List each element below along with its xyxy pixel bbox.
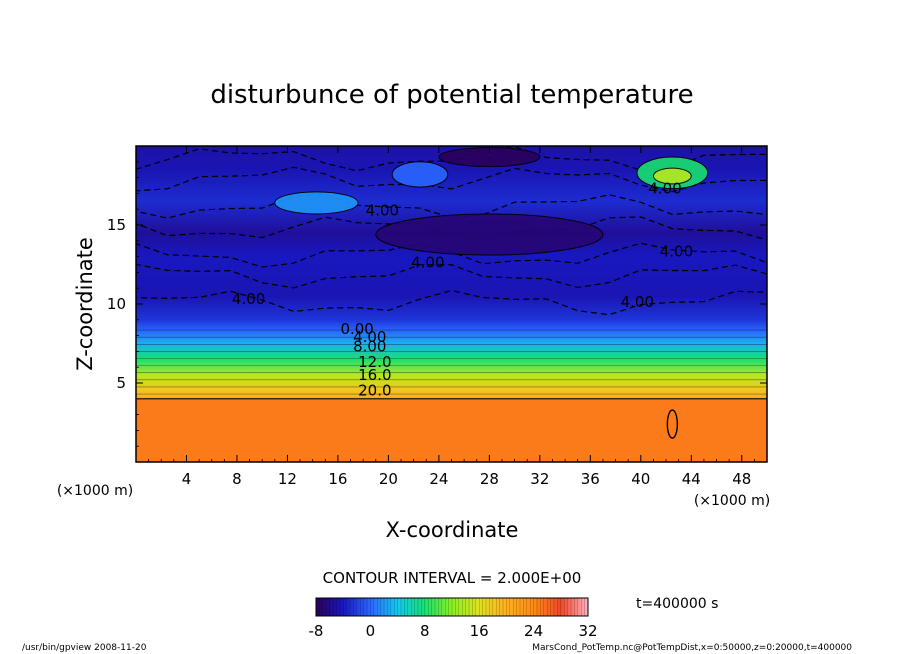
contour-label: 4.00 (232, 290, 265, 308)
x-unit-left: (×1000 m) (57, 483, 133, 499)
x-tick-label: 48 (732, 470, 751, 488)
x-tick-label: 44 (682, 470, 701, 488)
colorbar-tick-label: 16 (470, 622, 489, 640)
contour-label: 4.00 (353, 328, 386, 346)
contour-label: 20.0 (358, 382, 391, 400)
colorbar-tick-label: 24 (524, 622, 543, 640)
y-tick-label: 15 (107, 216, 126, 234)
colorbar-stripes (315, 598, 589, 616)
colorbar-ticks: -8 0 8 16 24 32 (309, 622, 598, 640)
y-tick-label: 5 (116, 374, 126, 392)
x-tick-label: 4 (182, 470, 192, 488)
contour-label: 4.00 (648, 179, 681, 197)
x-tick-label: 36 (581, 470, 600, 488)
time-label: t=400000 s (636, 596, 718, 612)
x-tick-label: 16 (328, 470, 347, 488)
x-unit-right: (×1000 m) (694, 493, 770, 509)
contour-labels: 4.004.004.004.004.00 4.000.004.008.0012.0… (232, 179, 693, 399)
contour-label: 4.00 (621, 293, 654, 311)
chart-title: disturbunce of potential temperature (210, 80, 693, 110)
y-tick-label: 10 (107, 295, 126, 313)
temperature-field (136, 146, 767, 462)
warm-anomaly-small (274, 191, 359, 215)
warm-anomaly-top (391, 161, 449, 188)
footer-right: MarsCond_PotTemp.nc@PotTempDist,x=0:5000… (532, 643, 852, 653)
colorbar-tick-label: -8 (309, 622, 324, 640)
colorbar-tick-label: 32 (578, 622, 597, 640)
y-axis-ticks: 5 10 15 (107, 161, 767, 447)
cool-anomaly-lower (666, 409, 679, 439)
negative-contour-line (136, 289, 767, 316)
colorbar (315, 597, 589, 617)
footer-left: /usr/bin/gpview 2008-11-20 (22, 643, 147, 653)
negative-contour-line (136, 242, 767, 268)
contour-interval: CONTOUR INTERVAL = 2.000E+00 (323, 569, 582, 587)
contour-label: 0.00 (340, 320, 373, 338)
warm-anomaly-core (652, 167, 692, 185)
colorbar-tick-label: 0 (366, 622, 376, 640)
x-tick-label: 12 (278, 470, 297, 488)
colorbar-tick-label: 8 (420, 622, 430, 640)
contour-label: 8.00 (353, 337, 386, 355)
contour-label: 12.0 (358, 353, 391, 371)
contour-label: 4.00 (660, 243, 693, 261)
x-axis-ticks: 4 8 12 16 20 24 28 32 36 40 44 48 (148, 146, 755, 488)
contour-label: 4.00 (366, 202, 399, 220)
negative-contour-line (136, 193, 767, 219)
negative-contour-line (136, 166, 767, 193)
x-tick-label: 20 (379, 470, 398, 488)
negative-contour-line (136, 263, 767, 289)
x-tick-label: 40 (631, 470, 650, 488)
x-tick-label: 28 (480, 470, 499, 488)
contour-label: 16.0 (358, 366, 391, 384)
contour-label: 4.00 (411, 254, 444, 272)
x-tick-label: 32 (530, 470, 549, 488)
plot-area (136, 146, 767, 462)
x-tick-label: 8 (232, 470, 242, 488)
cold-anomaly (375, 213, 604, 256)
x-tick-label: 24 (429, 470, 448, 488)
x-axis-label: X-coordinate (386, 518, 519, 542)
y-axis-label: Z-coordinate (73, 237, 97, 371)
